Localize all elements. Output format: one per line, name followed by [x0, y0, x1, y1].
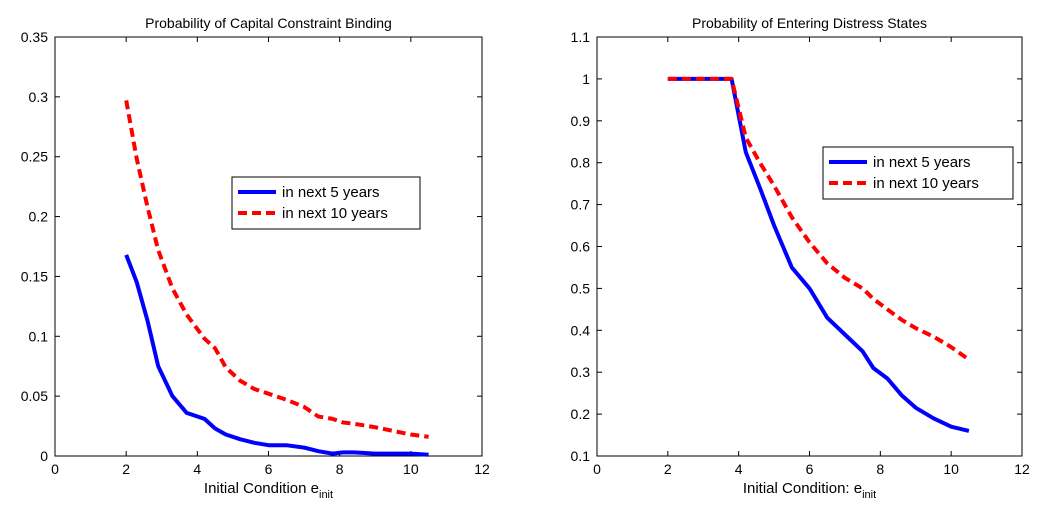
x-tick-label: 6	[806, 461, 814, 477]
series-line-5-years	[667, 76, 970, 433]
y-tick-label: 0.9	[571, 113, 591, 129]
x-tick-label: 6	[265, 461, 273, 477]
series-line-10-years	[124, 100, 429, 439]
legend-box	[231, 176, 421, 230]
legend-label: in next 10 years	[282, 205, 388, 222]
x-axis-label: Initial Condition einit	[204, 480, 333, 501]
x-tick-label: 2	[664, 461, 672, 477]
y-tick-label: 0.4	[571, 322, 591, 338]
y-tick-label: 0.6	[571, 239, 591, 255]
y-tick-label: 0.7	[571, 197, 591, 213]
y-tick-label: 0.05	[21, 388, 48, 404]
y-tick-label: 1.1	[571, 29, 591, 45]
x-tick-label: 0	[593, 461, 601, 477]
series-line-10-years	[667, 76, 971, 362]
x-tick-label: 8	[876, 461, 884, 477]
legend-label: in next 5 years	[282, 184, 380, 201]
y-tick-label: 0.15	[21, 268, 48, 284]
y-tick-label: 0.2	[571, 406, 591, 422]
legend: in next 5 years in next 10 years	[231, 176, 421, 230]
y-tick-label: 0.25	[21, 149, 48, 165]
legend-label: in next 5 years	[873, 154, 971, 171]
chart-title: Probability of Capital Constraint Bindin…	[145, 15, 392, 31]
x-tick-label: 12	[474, 461, 490, 477]
x-tick-label: 0	[51, 461, 59, 477]
axes-frame	[596, 36, 1023, 457]
x-tick-label: 4	[193, 461, 201, 477]
x-tick-label: 12	[1014, 461, 1030, 477]
y-tick-label: 0.3	[571, 364, 591, 380]
y-tick-label: 0.1	[29, 328, 49, 344]
x-tick-label: 4	[735, 461, 743, 477]
x-axis-label: Initial Condition: einit	[743, 480, 876, 501]
legend-box	[822, 146, 1014, 200]
legend: in next 5 years in next 10 years	[822, 146, 1014, 200]
y-tick-label: 0.3	[29, 89, 49, 105]
y-tick-label: 0.5	[571, 280, 591, 296]
x-tick-label: 2	[122, 461, 130, 477]
y-tick-label: 0	[40, 448, 48, 464]
chart-title: Probability of Entering Distress States	[692, 15, 927, 31]
x-axis-label-subscript: init	[862, 489, 876, 501]
y-tick-label: 0.1	[571, 448, 591, 464]
series-line-5-years	[124, 254, 429, 457]
y-tick-label: 0.35	[21, 29, 48, 45]
x-tick-label: 8	[336, 461, 344, 477]
y-tick-label: 0.8	[571, 155, 591, 171]
y-tick-label: 1	[582, 71, 590, 87]
x-tick-label: 10	[943, 461, 959, 477]
x-tick-label: 10	[403, 461, 419, 477]
x-axis-label-subscript: init	[319, 489, 333, 501]
y-tick-label: 0.2	[29, 209, 49, 225]
legend-label: in next 10 years	[873, 175, 979, 192]
